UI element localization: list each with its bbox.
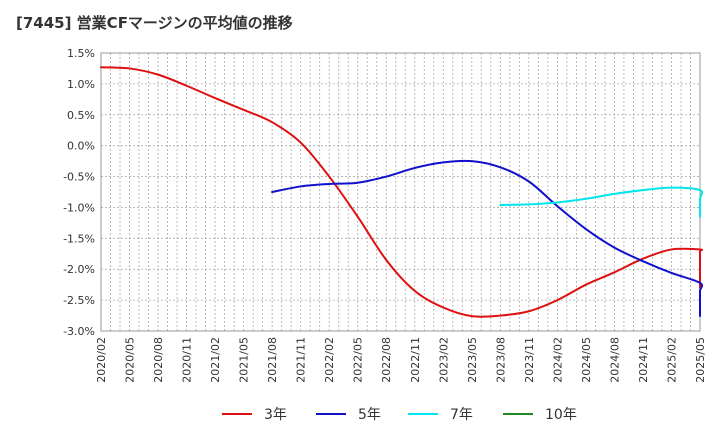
- x-tick-label: 2025/02: [665, 337, 678, 383]
- legend-label-3: 7年: [450, 407, 473, 423]
- y-tick-label: 1.0%: [67, 78, 95, 91]
- y-tick-label: -2.0%: [63, 263, 95, 276]
- y-tick-label: -0.5%: [63, 171, 95, 184]
- legend-label-2: 5年: [358, 407, 381, 423]
- x-tick-label: 2024/05: [580, 337, 593, 383]
- x-tick-label: 2021/11: [295, 337, 308, 383]
- legend-label-4: 10年: [545, 407, 577, 423]
- y-tick-label: 0.0%: [67, 140, 95, 153]
- x-tick-label: 2022/05: [352, 337, 365, 383]
- x-tick-label: 2020/05: [124, 337, 137, 383]
- x-tick-label: 2022/02: [323, 337, 336, 383]
- y-tick-label: -3.0%: [63, 325, 95, 338]
- x-tick-label: 2023/02: [437, 337, 450, 383]
- y-tick-label: 1.5%: [67, 47, 95, 60]
- x-tick-label: 2024/02: [551, 337, 564, 383]
- x-tick-label: 2021/05: [238, 337, 251, 383]
- axes: 1.5% 1.0% 0.5% 0.0% -0.5% -1.0% -1.5% -2.0% -2.5…: [63, 47, 707, 383]
- series-line-1: [100, 66, 704, 318]
- x-tick-label: 2024/11: [637, 337, 650, 383]
- x-tick-label: 2023/05: [466, 337, 479, 383]
- x-tick-label: 2021/08: [266, 337, 279, 383]
- plot-area: [100, 52, 701, 332]
- grid: [100, 52, 701, 332]
- chart-title: [7445] 営業CFマージンの平均値の推移: [16, 14, 293, 32]
- x-tick-label: 2023/08: [494, 337, 507, 383]
- y-tick-label: -1.0%: [63, 201, 95, 214]
- legend: 3年 5年 7年 10年: [222, 407, 577, 423]
- x-tick-label: 2022/08: [380, 337, 393, 383]
- x-tick-label: 2024/08: [608, 337, 621, 383]
- x-tick-label: 2022/11: [409, 337, 422, 383]
- y-tick-label: 0.5%: [67, 109, 95, 122]
- series-line-2: [271, 159, 704, 318]
- y-tick-label: -2.5%: [63, 294, 95, 307]
- y-tick-label: -1.5%: [63, 232, 95, 245]
- x-tick-label: 2020/02: [95, 337, 108, 383]
- series-lines: [100, 66, 704, 318]
- series-line-3: [499, 186, 704, 218]
- x-tick-label: 2021/02: [209, 337, 222, 383]
- x-tick-label: 2020/11: [181, 337, 194, 383]
- x-tick-label: 2025/05: [694, 337, 707, 383]
- legend-label-1: 3年: [264, 407, 287, 423]
- x-tick-label: 2020/08: [152, 337, 165, 383]
- x-tick-label: 2023/11: [523, 337, 536, 383]
